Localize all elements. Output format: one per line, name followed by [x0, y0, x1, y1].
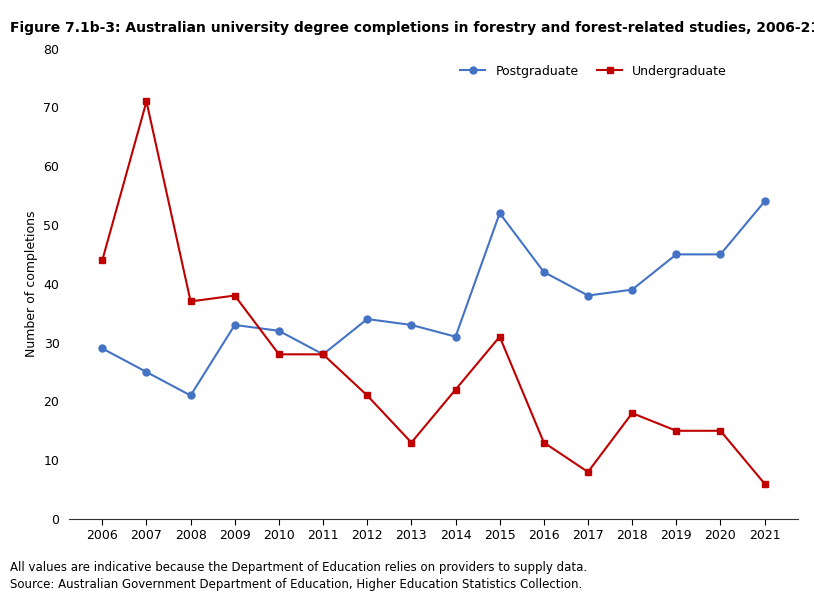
- Undergraduate: [98, 257, 107, 264]
- Undergraduate: [142, 98, 151, 105]
- Undergraduate: [186, 298, 195, 305]
- Postgraduate: [539, 268, 549, 276]
- Postgraduate: [672, 251, 681, 258]
- Text: All values are indicative because the Department of Education relies on provider: All values are indicative because the De…: [10, 561, 587, 574]
- Undergraduate: [406, 439, 416, 446]
- Undergraduate: [716, 427, 725, 435]
- Text: Source: Australian Government Department of Education, Higher Education Statisti: Source: Australian Government Department…: [10, 578, 582, 591]
- Undergraduate: [274, 351, 284, 358]
- Postgraduate: [318, 351, 328, 358]
- Postgraduate: [274, 327, 284, 334]
- Postgraduate: [628, 286, 637, 293]
- Text: Figure 7.1b-3: Australian university degree completions in forestry and forest-r: Figure 7.1b-3: Australian university deg…: [10, 21, 814, 35]
- Legend: Postgraduate, Undergraduate: Postgraduate, Undergraduate: [455, 59, 732, 83]
- Postgraduate: [759, 198, 769, 205]
- Undergraduate: [628, 410, 637, 417]
- Postgraduate: [716, 251, 725, 258]
- Undergraduate: [583, 469, 593, 476]
- Y-axis label: Number of completions: Number of completions: [25, 211, 38, 357]
- Postgraduate: [230, 321, 239, 328]
- Postgraduate: [142, 368, 151, 376]
- Postgraduate: [98, 345, 107, 352]
- Postgraduate: [406, 321, 416, 328]
- Undergraduate: [495, 333, 505, 341]
- Postgraduate: [362, 316, 372, 323]
- Postgraduate: [186, 392, 195, 399]
- Undergraduate: [318, 351, 328, 358]
- Line: Postgraduate: Postgraduate: [98, 198, 768, 399]
- Undergraduate: [539, 439, 549, 446]
- Line: Undergraduate: Undergraduate: [98, 98, 768, 487]
- Undergraduate: [672, 427, 681, 435]
- Postgraduate: [583, 292, 593, 299]
- Postgraduate: [451, 333, 461, 341]
- Undergraduate: [230, 292, 239, 299]
- Undergraduate: [362, 392, 372, 399]
- Postgraduate: [495, 209, 505, 217]
- Undergraduate: [451, 386, 461, 393]
- Undergraduate: [759, 480, 769, 487]
